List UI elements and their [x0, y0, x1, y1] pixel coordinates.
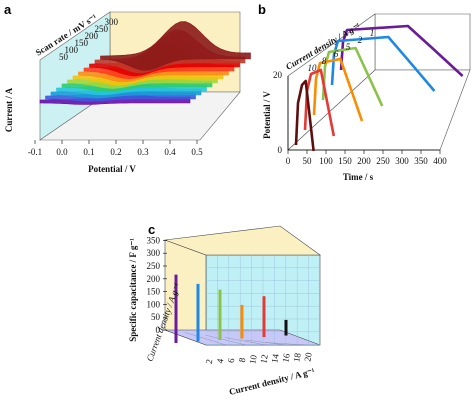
gcd-curve-3	[321, 46, 384, 107]
c-xtick-label-1: 4	[215, 357, 226, 364]
b-xtick-label-5: 250	[376, 156, 390, 166]
panel-a: a -0.1 0.0 0.1 0.2 0.3 0.4 0.5 501001502002503…	[4, 2, 251, 174]
b-xtick-label-4: 200	[357, 156, 371, 166]
c-xtick-label-6: 14	[269, 353, 280, 364]
c-floor-grid-1	[184, 332, 227, 346]
gcd-curve-1	[339, 24, 464, 77]
a-ztick-label-1: 100	[65, 45, 79, 55]
b-xtick-label-6: 300	[395, 156, 409, 166]
panel-b-letter: b	[258, 2, 266, 17]
panel-c-ylabel: Specific capacitance / F g⁻¹	[128, 238, 138, 342]
panel-c: c 0 50 100 150 200 250 300 350 2 4 6 8 10 12 14 16 18 20…	[128, 222, 321, 397]
a-ztick-label-0: 50	[59, 52, 69, 62]
c-xtick-label-5: 12	[258, 354, 269, 365]
a-xtick-label-5: 0.4	[164, 147, 176, 157]
b-xtick-label-0: 0	[286, 156, 291, 166]
panel-c-x-ticks: 2 4 6 8 10 12 14 16 18 20	[204, 351, 314, 365]
b-xtick-label-3: 150	[338, 156, 352, 166]
b-ztick-label-0: 1	[370, 28, 375, 38]
a-xtick-label-0: -0.1	[28, 147, 42, 157]
panel-b-ylabel: Potential / V	[262, 91, 272, 139]
c-ytick-label-3: 150	[147, 287, 161, 297]
cv-curve-12	[100, 21, 251, 71]
panel-a-xlabel: Potential / V	[88, 164, 136, 174]
panel-c-top-face	[164, 225, 321, 256]
c-xtick-label-9: 20	[302, 351, 313, 362]
b-xtick-label-8: 400	[433, 156, 447, 166]
panel-b-x-ticks: 0 50 100 150 200 250 300 350 400	[286, 150, 447, 166]
c-floor-grid-3	[224, 337, 267, 346]
c-ytick-label-0: 0	[156, 325, 161, 335]
c-xtick-label-8: 18	[291, 352, 302, 363]
c-ytick-label-2: 100	[147, 299, 161, 309]
panel-b-ytick-bottom: 0	[278, 145, 283, 155]
panel-c-bars	[174, 274, 288, 343]
gcd-curve-4	[312, 57, 364, 122]
c-ytick-label-5: 250	[147, 261, 161, 271]
c-xtick-label-7: 16	[280, 352, 291, 363]
panel-a-ylabel: Current / A	[4, 87, 14, 132]
c-xtick-label-2: 6	[226, 357, 237, 364]
panel-b-xlabel: Time / s	[343, 172, 374, 182]
a-xtick-label-3: 0.2	[110, 147, 121, 157]
c-floor-grid-2	[204, 334, 247, 346]
a-xtick-label-1: 0.0	[56, 147, 68, 157]
a-xtick-label-6: 0.5	[191, 147, 203, 157]
c-ytick-label-1: 50	[151, 312, 161, 322]
a-ztick-label-5: 300	[105, 17, 119, 27]
gcd-curve-6	[294, 79, 315, 152]
b-ztick-label-1: 2	[358, 35, 363, 45]
c-xtick-label-3: 8	[237, 356, 248, 363]
b-ztick-label-2: 5	[346, 42, 351, 52]
panel-c-xlabel: Current density / A g⁻¹	[228, 366, 316, 397]
c-floor-grid-5	[264, 342, 307, 346]
a-xtick-label-2: 0.1	[83, 147, 94, 157]
a-ztick-label-2: 150	[75, 38, 89, 48]
c-ytick-label-7: 350	[147, 235, 161, 245]
a-ztick-label-4: 250	[95, 24, 109, 34]
panel-b-ytick-top: 20	[273, 70, 283, 80]
b-xtick-label-1: 50	[303, 156, 313, 166]
b-ztick-label-5: 10	[308, 63, 318, 73]
panel-a-curves	[39, 21, 251, 105]
panel-b-curves	[294, 24, 464, 152]
b-ztick-label-4: 8	[322, 56, 327, 66]
b-xtick-label-7: 350	[414, 156, 428, 166]
c-ytick-label-4: 200	[147, 274, 161, 284]
a-xtick-label-4: 0.3	[137, 147, 149, 157]
b-ztick-label-3: 6	[334, 49, 339, 59]
panel-b-back-wall	[374, 13, 471, 71]
panel-a-x-ticks: -0.1 0.0 0.1 0.2 0.3 0.4 0.5	[28, 140, 203, 157]
panel-a-letter: a	[4, 2, 12, 17]
c-xtick-label-0: 2	[204, 358, 215, 364]
b-xtick-label-2: 100	[319, 156, 333, 166]
a-ztick-label-3: 200	[85, 31, 99, 41]
panel-a-floor	[39, 91, 241, 141]
panel-c-letter: c	[148, 222, 155, 237]
c-xtick-label-4: 10	[247, 354, 258, 365]
c-ytick-label-6: 300	[147, 248, 161, 258]
panel-c-y-ticks: 0 50 100 150 200 250 300 350	[147, 235, 167, 335]
